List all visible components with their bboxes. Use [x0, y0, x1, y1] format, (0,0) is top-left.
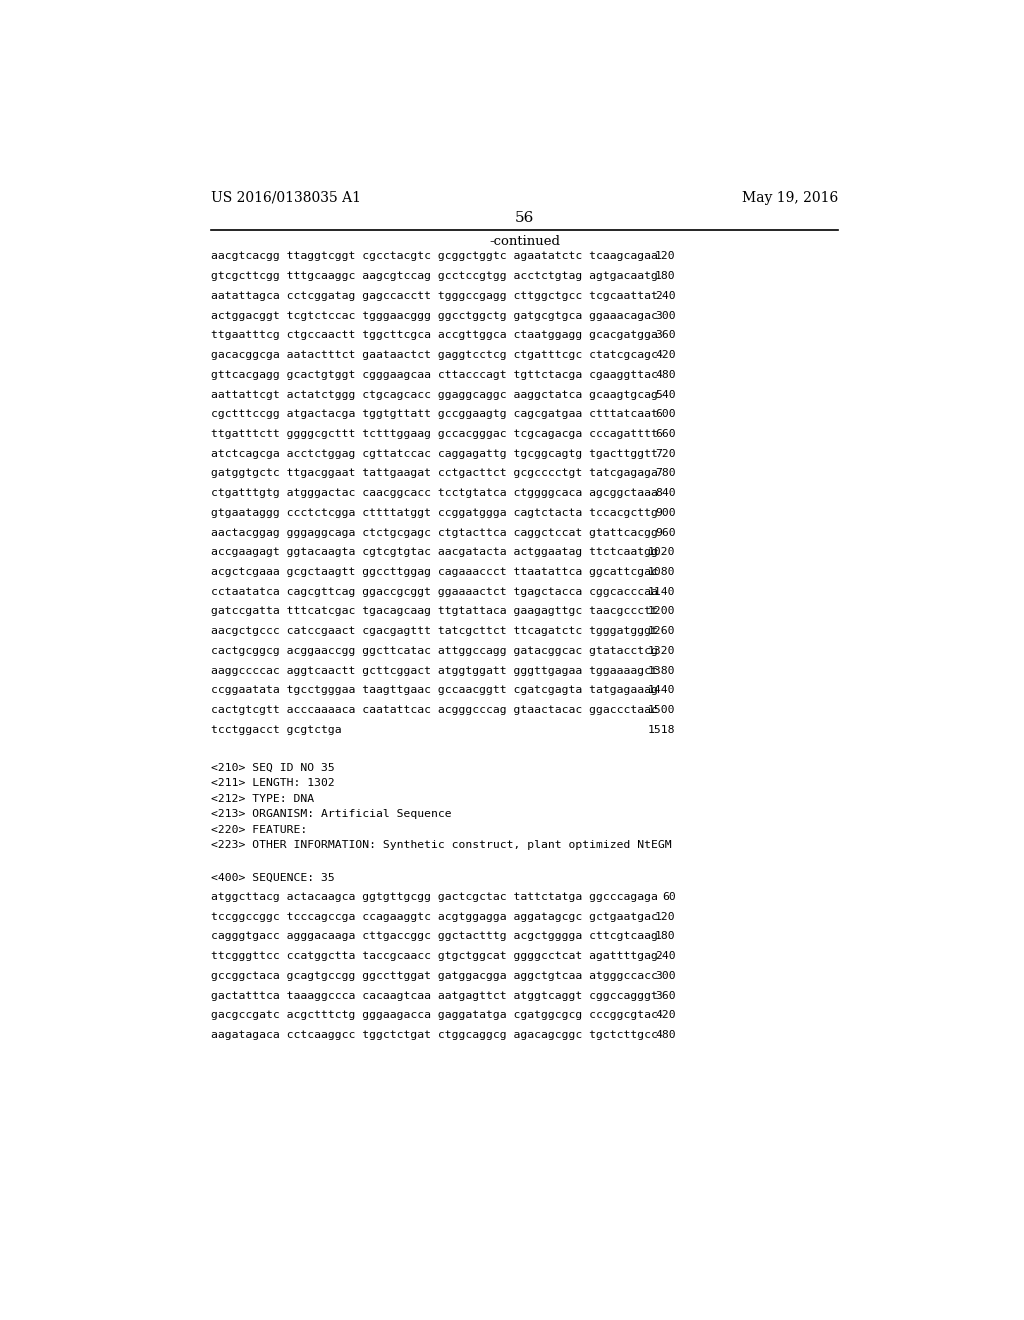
Text: May 19, 2016: May 19, 2016	[742, 190, 839, 205]
Text: 480: 480	[655, 370, 676, 380]
Text: aatattagca cctcggatag gagccacctt tgggccgagg cttggctgcc tcgcaattat: aatattagca cctcggatag gagccacctt tgggccg…	[211, 290, 658, 301]
Text: aaggccccac aggtcaactt gcttcggact atggtggatt gggttgagaa tggaaaagct: aaggccccac aggtcaactt gcttcggact atggtgg…	[211, 665, 658, 676]
Text: ccggaatata tgcctgggaa taagttgaac gccaacggtt cgatcgagta tatgagaaag: ccggaatata tgcctgggaa taagttgaac gccaacg…	[211, 685, 658, 696]
Text: 56: 56	[515, 211, 535, 224]
Text: <210> SEQ ID NO 35: <210> SEQ ID NO 35	[211, 763, 335, 772]
Text: -continued: -continued	[489, 235, 560, 248]
Text: ttgatttctt ggggcgcttt tctttggaag gccacgggac tcgcagacga cccagatttt: ttgatttctt ggggcgcttt tctttggaag gccacgg…	[211, 429, 658, 440]
Text: acgctcgaaa gcgctaagtt ggccttggag cagaaaccct ttaatattca ggcattcgac: acgctcgaaa gcgctaagtt ggccttggag cagaaac…	[211, 568, 658, 577]
Text: accgaagagt ggtacaagta cgtcgtgtac aacgatacta actggaatag ttctcaatgg: accgaagagt ggtacaagta cgtcgtgtac aacgata…	[211, 548, 658, 557]
Text: 120: 120	[655, 252, 676, 261]
Text: 600: 600	[655, 409, 676, 420]
Text: 420: 420	[655, 350, 676, 360]
Text: ttcgggttcc ccatggctta taccgcaacc gtgctggcat ggggcctcat agattttgag: ttcgggttcc ccatggctta taccgcaacc gtgctgg…	[211, 952, 658, 961]
Text: aagatagaca cctcaaggcc tggctctgat ctggcaggcg agacagcggc tgctcttgcc: aagatagaca cctcaaggcc tggctctgat ctggcag…	[211, 1030, 658, 1040]
Text: 960: 960	[655, 528, 676, 537]
Text: 1440: 1440	[648, 685, 676, 696]
Text: gacacggcga aatactttct gaataactct gaggtcctcg ctgatttcgc ctatcgcagc: gacacggcga aatactttct gaataactct gaggtcc…	[211, 350, 658, 360]
Text: tccggccggc tcccagccga ccagaaggtc acgtggagga aggatagcgc gctgaatgac: tccggccggc tcccagccga ccagaaggtc acgtgga…	[211, 912, 658, 921]
Text: 1380: 1380	[648, 665, 676, 676]
Text: 840: 840	[655, 488, 676, 498]
Text: 1260: 1260	[648, 626, 676, 636]
Text: <211> LENGTH: 1302: <211> LENGTH: 1302	[211, 779, 335, 788]
Text: ctgatttgtg atgggactac caacggcacc tcctgtatca ctggggcaca agcggctaaa: ctgatttgtg atgggactac caacggcacc tcctgta…	[211, 488, 658, 498]
Text: cactgtcgtt acccaaaaca caatattcac acgggcccag gtaactacac ggaccctaac: cactgtcgtt acccaaaaca caatattcac acgggcc…	[211, 705, 658, 715]
Text: 1518: 1518	[648, 725, 676, 735]
Text: atggcttacg actacaagca ggtgttgcgg gactcgctac tattctatga ggcccagaga: atggcttacg actacaagca ggtgttgcgg gactcgc…	[211, 892, 658, 902]
Text: atctcagcga acctctggag cgttatccac caggagattg tgcggcagtg tgacttggtt: atctcagcga acctctggag cgttatccac caggaga…	[211, 449, 658, 458]
Text: <213> ORGANISM: Artificial Sequence: <213> ORGANISM: Artificial Sequence	[211, 809, 452, 820]
Text: 900: 900	[655, 508, 676, 517]
Text: cagggtgacc agggacaaga cttgaccggc ggctactttg acgctgggga cttcgtcaag: cagggtgacc agggacaaga cttgaccggc ggctact…	[211, 932, 658, 941]
Text: cactgcggcg acggaaccgg ggcttcatac attggccagg gatacggcac gtatacctcg: cactgcggcg acggaaccgg ggcttcatac attggcc…	[211, 645, 658, 656]
Text: actggacggt tcgtctccac tgggaacggg ggcctggctg gatgcgtgca ggaaacagac: actggacggt tcgtctccac tgggaacggg ggcctgg…	[211, 310, 658, 321]
Text: <223> OTHER INFORMATION: Synthetic construct, plant optimized NtEGM: <223> OTHER INFORMATION: Synthetic const…	[211, 841, 672, 850]
Text: cgctttccgg atgactacga tggtgttatt gccggaagtg cagcgatgaa ctttatcaat: cgctttccgg atgactacga tggtgttatt gccggaa…	[211, 409, 658, 420]
Text: 240: 240	[655, 952, 676, 961]
Text: gactatttca taaaggccca cacaagtcaa aatgagttct atggtcaggt cggccagggt: gactatttca taaaggccca cacaagtcaa aatgagt…	[211, 990, 658, 1001]
Text: <212> TYPE: DNA: <212> TYPE: DNA	[211, 793, 314, 804]
Text: 1500: 1500	[648, 705, 676, 715]
Text: gccggctaca gcagtgccgg ggccttggat gatggacgga aggctgtcaa atgggccacc: gccggctaca gcagtgccgg ggccttggat gatggac…	[211, 972, 658, 981]
Text: gtcgcttcgg tttgcaaggc aagcgtccag gcctccgtgg acctctgtag agtgacaatg: gtcgcttcgg tttgcaaggc aagcgtccag gcctccg…	[211, 271, 658, 281]
Text: ttgaatttcg ctgccaactt tggcttcgca accgttggca ctaatggagg gcacgatgga: ttgaatttcg ctgccaactt tggcttcgca accgttg…	[211, 330, 658, 341]
Text: US 2016/0138035 A1: US 2016/0138035 A1	[211, 190, 361, 205]
Text: gtgaataggg ccctctcgga cttttatggt ccggatggga cagtctacta tccacgcttg: gtgaataggg ccctctcgga cttttatggt ccggatg…	[211, 508, 658, 517]
Text: <400> SEQUENCE: 35: <400> SEQUENCE: 35	[211, 873, 335, 882]
Text: 360: 360	[655, 330, 676, 341]
Text: aactacggag gggaggcaga ctctgcgagc ctgtacttca caggctccat gtattcacgg: aactacggag gggaggcaga ctctgcgagc ctgtact…	[211, 528, 658, 537]
Text: aacgctgccc catccgaact cgacgagttt tatcgcttct ttcagatctc tgggatgggt: aacgctgccc catccgaact cgacgagttt tatcgct…	[211, 626, 658, 636]
Text: 780: 780	[655, 469, 676, 478]
Text: 180: 180	[655, 932, 676, 941]
Text: 300: 300	[655, 310, 676, 321]
Text: 300: 300	[655, 972, 676, 981]
Text: gacgccgatc acgctttctg gggaagacca gaggatatga cgatggcgcg cccggcgtac: gacgccgatc acgctttctg gggaagacca gaggata…	[211, 1010, 658, 1020]
Text: gatggtgctc ttgacggaat tattgaagat cctgacttct gcgcccctgt tatcgagaga: gatggtgctc ttgacggaat tattgaagat cctgact…	[211, 469, 658, 478]
Text: cctaatatca cagcgttcag ggaccgcggt ggaaaactct tgagctacca cggcacccaa: cctaatatca cagcgttcag ggaccgcggt ggaaaac…	[211, 586, 658, 597]
Text: aacgtcacgg ttaggtcggt cgcctacgtc gcggctggtc agaatatctc tcaagcagaa: aacgtcacgg ttaggtcggt cgcctacgtc gcggctg…	[211, 252, 658, 261]
Text: aattattcgt actatctggg ctgcagcacc ggaggcaggc aaggctatca gcaagtgcag: aattattcgt actatctggg ctgcagcacc ggaggca…	[211, 389, 658, 400]
Text: <220> FEATURE:: <220> FEATURE:	[211, 825, 307, 836]
Text: gatccgatta tttcatcgac tgacagcaag ttgtattaca gaagagttgc taacgccctt: gatccgatta tttcatcgac tgacagcaag ttgtatt…	[211, 606, 658, 616]
Text: 540: 540	[655, 389, 676, 400]
Text: 120: 120	[655, 912, 676, 921]
Text: 420: 420	[655, 1010, 676, 1020]
Text: 1140: 1140	[648, 586, 676, 597]
Text: 1080: 1080	[648, 568, 676, 577]
Text: 1320: 1320	[648, 645, 676, 656]
Text: 360: 360	[655, 990, 676, 1001]
Text: tcctggacct gcgtctga: tcctggacct gcgtctga	[211, 725, 342, 735]
Text: 1200: 1200	[648, 606, 676, 616]
Text: 480: 480	[655, 1030, 676, 1040]
Text: 660: 660	[655, 429, 676, 440]
Text: 180: 180	[655, 271, 676, 281]
Text: 720: 720	[655, 449, 676, 458]
Text: 240: 240	[655, 290, 676, 301]
Text: gttcacgagg gcactgtggt cgggaagcaa cttacccagt tgttctacga cgaaggttac: gttcacgagg gcactgtggt cgggaagcaa cttaccc…	[211, 370, 658, 380]
Text: 60: 60	[662, 892, 676, 902]
Text: 1020: 1020	[648, 548, 676, 557]
